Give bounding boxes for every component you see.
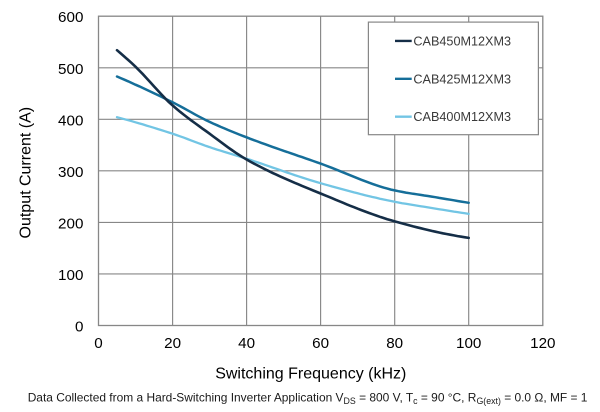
svg-text:500: 500 bbox=[58, 61, 83, 78]
svg-text:600: 600 bbox=[58, 9, 83, 26]
svg-text:Switching Frequency (kHz): Switching Frequency (kHz) bbox=[215, 366, 406, 383]
svg-text:0: 0 bbox=[75, 319, 83, 336]
svg-text:CAB400M12XM3: CAB400M12XM3 bbox=[413, 110, 511, 124]
svg-text:200: 200 bbox=[58, 215, 83, 232]
svg-text:400: 400 bbox=[58, 112, 83, 129]
svg-text:0: 0 bbox=[94, 335, 102, 352]
svg-text:Data Collected from a Hard-Swi: Data Collected from a Hard-Switching Inv… bbox=[28, 390, 588, 406]
svg-text:Output Current (A): Output Current (A) bbox=[17, 107, 34, 239]
svg-text:CAB450M12XM3: CAB450M12XM3 bbox=[413, 34, 511, 48]
svg-text:100: 100 bbox=[456, 335, 481, 352]
svg-text:20: 20 bbox=[164, 335, 181, 352]
svg-text:40: 40 bbox=[238, 335, 255, 352]
svg-text:60: 60 bbox=[312, 335, 329, 352]
svg-text:120: 120 bbox=[530, 335, 555, 352]
svg-text:CAB425M12XM3: CAB425M12XM3 bbox=[413, 72, 511, 86]
svg-text:300: 300 bbox=[58, 164, 83, 181]
svg-text:100: 100 bbox=[58, 267, 83, 284]
svg-text:80: 80 bbox=[386, 335, 403, 352]
